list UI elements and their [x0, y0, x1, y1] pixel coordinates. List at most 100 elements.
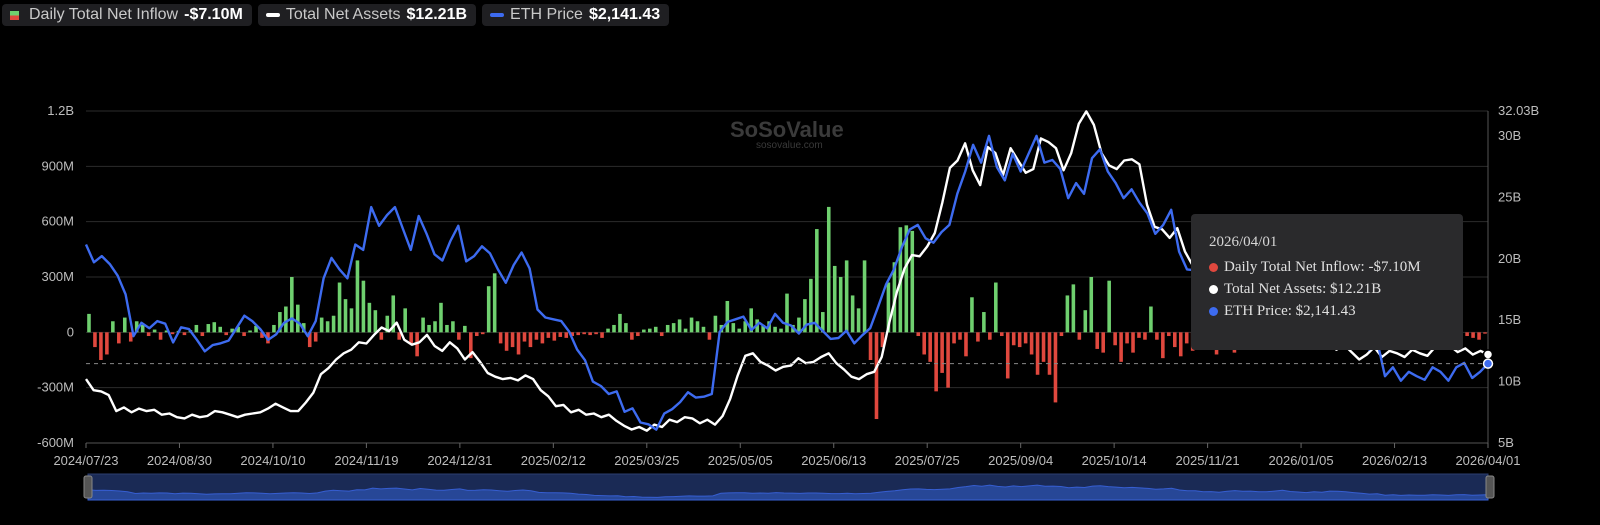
y-right-tick-label: 5B — [1498, 435, 1514, 450]
inflow-bar — [343, 299, 348, 333]
inflow-bar — [152, 329, 157, 333]
scroller-preview — [87, 484, 1489, 501]
inflow-bar — [588, 332, 592, 336]
inflow-bar — [612, 324, 616, 333]
inflow-bar — [731, 323, 736, 333]
legend-item-daily-inflow[interactable]: Daily Total Net Inflow -$7.10M — [2, 4, 252, 26]
inflow-bar — [803, 299, 807, 333]
inflow-bar — [1029, 332, 1034, 355]
inflow-bar — [1089, 277, 1094, 333]
legend-label: Total Net Assets — [285, 6, 401, 23]
inflow-bar — [773, 326, 777, 333]
inflow-bar — [433, 321, 437, 333]
inflow-bar — [1155, 332, 1159, 340]
inflow-bar — [624, 323, 628, 333]
inflow-bar — [874, 332, 879, 420]
inflow-bar — [1041, 332, 1046, 362]
y-right-tick-label: 32.03B — [1498, 103, 1539, 118]
inflow-bar — [1131, 332, 1135, 353]
inflow-bar — [964, 332, 968, 357]
inflow-bar — [779, 328, 783, 333]
inflow-bar — [636, 332, 640, 337]
inflow-bar — [826, 206, 831, 333]
y-axis-left: 1.2B 900M 600M 300M 0 -300M -600M — [37, 103, 74, 450]
inflow-bar — [647, 328, 652, 333]
inflow-bar — [707, 332, 712, 340]
inflow-bar — [958, 332, 962, 340]
inflow-bar — [1077, 332, 1082, 340]
tooltip-text: Daily Total Net Inflow: -$7.10M — [1224, 259, 1421, 275]
x-tick-label: 2024/08/30 — [147, 453, 212, 468]
inflow-bar — [93, 332, 97, 348]
inflow-bar — [821, 312, 825, 333]
inflow-bar — [331, 315, 336, 333]
inflow-bar — [469, 332, 473, 359]
inflow-bar — [224, 332, 228, 336]
legend-label: Daily Total Net Inflow — [29, 6, 179, 23]
price-point-marker — [1482, 358, 1494, 369]
inflow-bar — [158, 332, 163, 340]
inflow-bar — [445, 324, 449, 333]
inflow-bar — [940, 332, 944, 373]
inflow-bar — [946, 332, 950, 388]
x-tick-label: 2026/01/05 — [1269, 453, 1334, 468]
inflow-bar — [797, 317, 801, 333]
inflow-bar — [272, 324, 276, 333]
inflow-bar — [815, 229, 819, 333]
inflow-bar — [880, 332, 885, 348]
inflow-bar — [474, 332, 479, 337]
y-tick-label: -600M — [37, 435, 74, 450]
inflow-bar — [1005, 332, 1010, 379]
inflow-bar — [689, 317, 694, 333]
inflow-bar — [486, 286, 491, 333]
inflow-bar — [230, 328, 234, 333]
legend-value: $12.21B — [406, 6, 468, 23]
inflow-bar — [170, 332, 175, 335]
inflow-bar — [146, 332, 151, 337]
tooltip-text: Total Net Assets: $12.21B — [1224, 281, 1382, 297]
inflow-bar — [1053, 332, 1058, 403]
x-tick-label: 2026/04/01 — [1455, 453, 1520, 468]
inflow-bar — [510, 332, 515, 348]
inflow-bar — [349, 308, 354, 333]
inflow-bar — [284, 306, 288, 333]
inflow-bar — [290, 277, 294, 333]
inflow-bar — [761, 324, 765, 333]
inflow-bar — [606, 328, 610, 333]
inflow-bar — [546, 332, 551, 338]
inflow-bar — [743, 321, 748, 333]
inflow-bar — [600, 332, 604, 338]
inflow-bar — [659, 332, 664, 337]
x-tick-label: 2024/12/31 — [427, 453, 492, 468]
inflow-bar — [361, 280, 366, 333]
y-right-tick-label: 10B — [1498, 374, 1521, 389]
inflow-bar — [319, 317, 324, 333]
inflow-bar — [1065, 295, 1070, 333]
legend-item-eth-price[interactable]: ETH Price $2,141.43 — [482, 4, 670, 26]
x-tick-label: 2025/03/25 — [614, 453, 679, 468]
legend-value: -$7.10M — [184, 6, 243, 23]
inflow-bar — [307, 332, 312, 348]
watermark-brand: SoSoValue — [730, 117, 844, 142]
scroller-handle-left — [83, 475, 93, 499]
inflow-bar — [540, 332, 545, 344]
line-swatch-icon — [490, 13, 505, 17]
inflow-bar — [552, 332, 557, 341]
inflow-bar — [1101, 332, 1105, 353]
inflow-bar — [642, 329, 646, 333]
legend-item-total-net-assets[interactable]: Total Net Assets $12.21B — [257, 4, 477, 26]
inflow-bar — [278, 312, 282, 333]
inflow-bar — [677, 319, 682, 333]
inflow-bar — [1047, 332, 1052, 375]
inflow-bar — [683, 328, 688, 333]
inflow-bar — [1178, 332, 1183, 357]
inflow-bar — [254, 325, 258, 333]
inflow-bar — [373, 310, 378, 333]
inflow-bar — [117, 332, 121, 344]
inflow-bar — [451, 321, 455, 333]
watermark-site: sosovalue.com — [756, 140, 823, 151]
inflow-bar — [994, 282, 998, 333]
tooltip-text: ETH Price: $2,141.43 — [1224, 303, 1356, 319]
inflow-bar — [403, 308, 407, 333]
